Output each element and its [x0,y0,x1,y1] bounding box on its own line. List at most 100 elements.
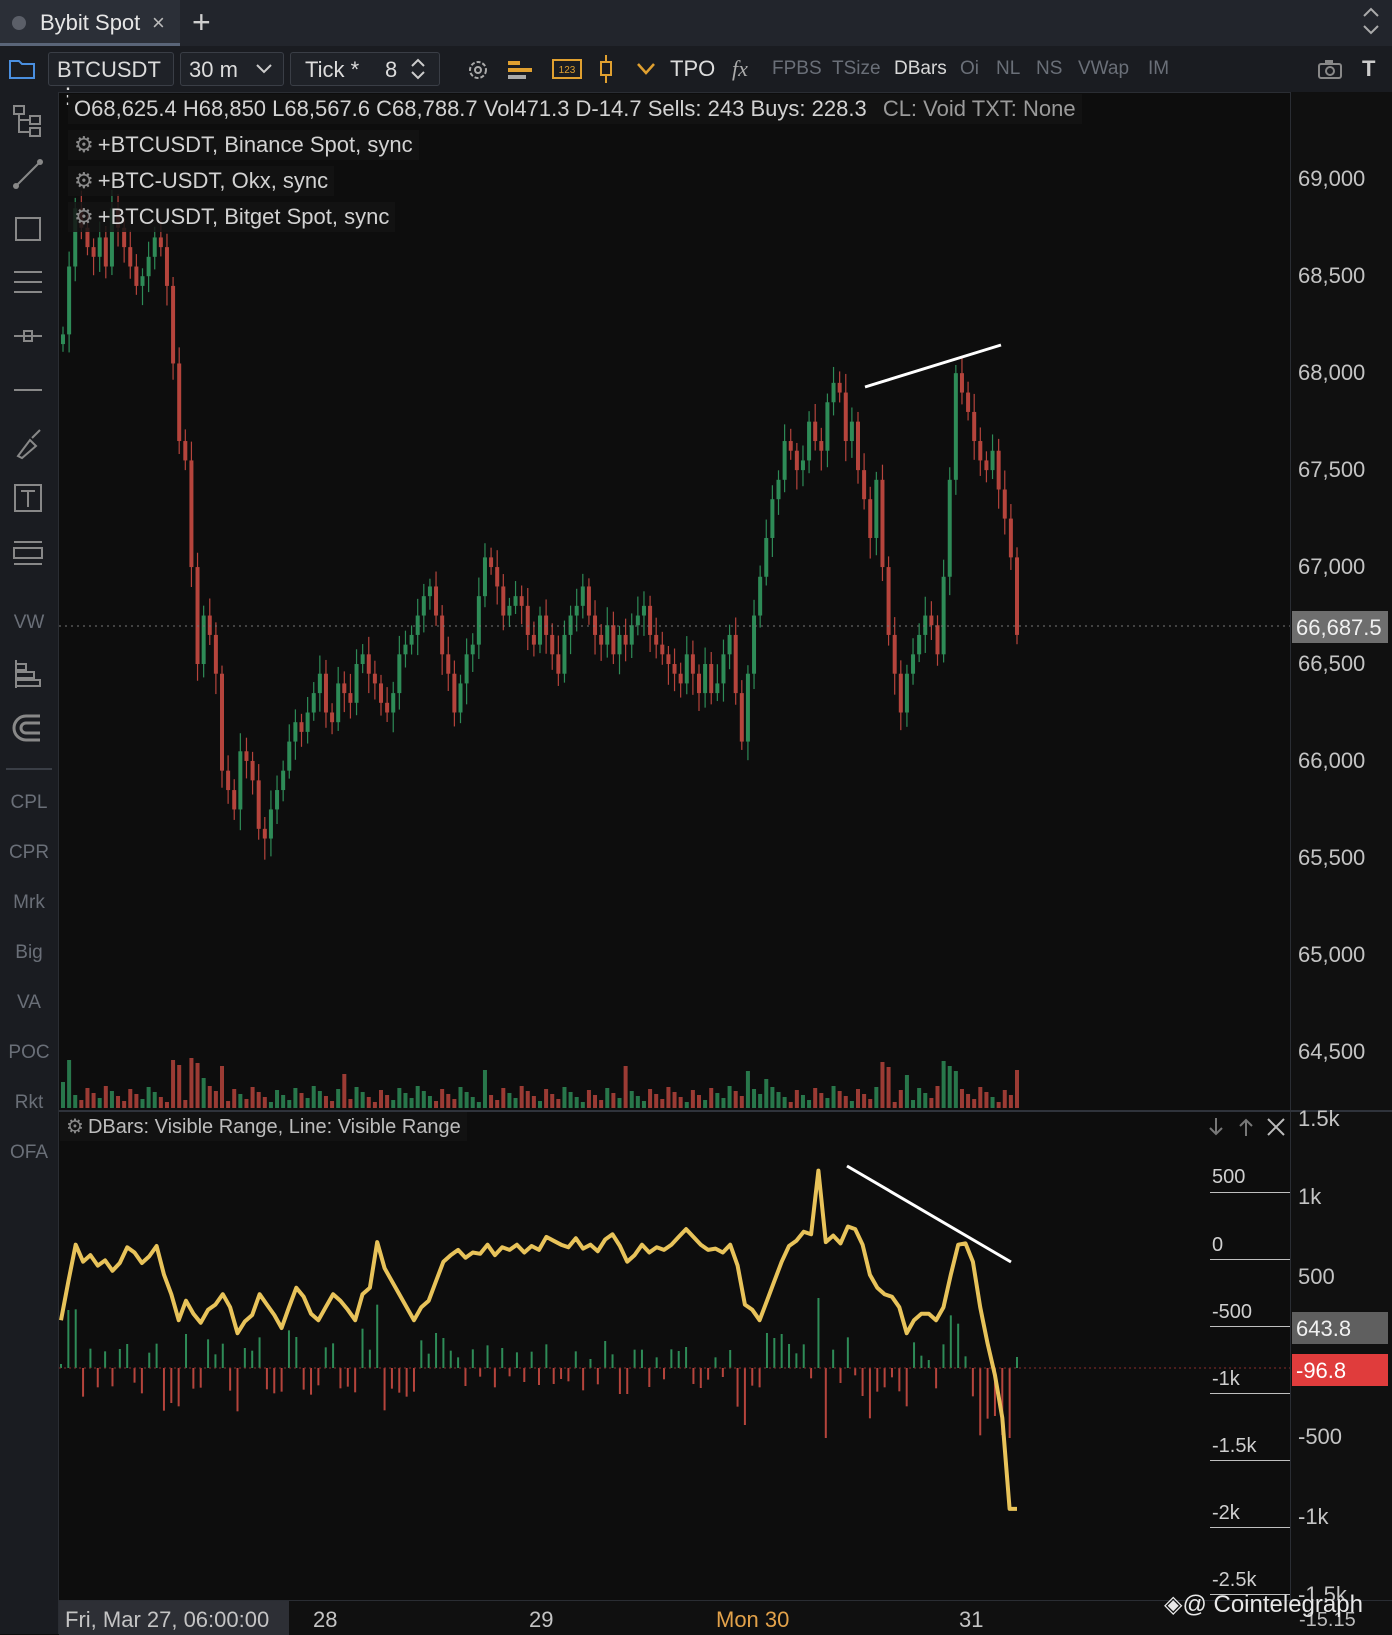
toolbar-im[interactable]: IM [1148,58,1170,79]
tab-bar: Bybit Spot × + [0,0,1392,46]
time-axis[interactable]: Fri, Mar 27, 06:00:00 28 29 Mon 30 31 -1… [59,1600,1392,1635]
candle-style-icon[interactable] [598,54,614,89]
candle-body [391,693,396,713]
trend-line-higher-high[interactable] [864,343,1002,389]
tab-bybit-spot[interactable]: Bybit Spot × [0,0,180,46]
leftbar-rkt[interactable]: Rkt [14,1092,44,1113]
delta-bars-chart[interactable] [59,1112,1290,1600]
tpo-button[interactable]: TPO [670,56,716,81]
leftbar-vw[interactable]: VW [13,612,45,633]
volume-bar [116,1096,121,1108]
delta-bar [258,1337,261,1368]
price-axis[interactable] [1290,92,1392,1602]
delta-bar [493,1368,496,1388]
toolbar-vwap[interactable]: VWap [1078,58,1130,79]
main-price-chart[interactable] [59,92,1290,1110]
toolbar-dbars[interactable]: DBars [894,58,947,79]
delta-bar [251,1350,254,1368]
tab-close-icon[interactable]: × [152,10,165,35]
interval-selector[interactable]: 30 m [180,52,284,86]
candle-body [207,615,212,635]
layout-tree-icon[interactable] [10,102,46,138]
toolbar-tsize[interactable]: TSize [832,58,881,79]
volume-bar [397,1088,402,1108]
toolbar-oi[interactable]: Oi [960,58,979,79]
source-label: +BTC-USDT, Okx, sync [97,168,329,193]
volume-profile-icon[interactable] [506,58,536,87]
delta-bar [82,1368,85,1397]
trend-line-icon[interactable] [10,156,46,192]
delta-bar [552,1368,555,1384]
volume-bar [862,1094,867,1108]
leftbar-cpl[interactable]: CPL [10,792,48,813]
subpane-title[interactable]: ⚙ DBars: Visible Range, Line: Visible Ran… [60,1112,467,1141]
add-tab-button[interactable]: + [192,4,211,40]
candle-body [856,421,860,471]
candle-body [825,402,830,451]
measure-ruler-icon[interactable] [10,534,46,570]
close-pane-icon[interactable] [1267,1118,1285,1136]
candle-body [727,634,732,655]
move-up-icon[interactable] [1239,1118,1253,1136]
trend-line-lower-high[interactable] [846,1164,1012,1264]
delta-bar [861,1368,864,1396]
pane-divider[interactable] [59,1110,1392,1112]
volume-bar [342,1074,347,1108]
delta-bar [398,1368,401,1393]
rectangle-icon[interactable] [10,210,46,246]
folder-icon[interactable] [8,56,36,85]
delta-bar [604,1341,607,1368]
gear-icon[interactable]: ⚙ [66,1116,84,1138]
gear-icon[interactable]: ⚙ [74,168,94,193]
volume-bar [330,1101,335,1108]
delta-bar [60,1364,62,1368]
delta-bar [721,1368,724,1377]
delta-bar [714,1357,717,1368]
source-row[interactable]: ⚙ +BTCUSDT, Binance Spot, sync [68,130,419,160]
toolbar-fpbs[interactable]: FPBS [772,58,822,79]
candle-body [635,615,640,626]
brush-icon[interactable] [10,426,46,462]
settings-gear-icon[interactable] [466,58,490,87]
numbers-icon[interactable]: 123 [552,58,582,85]
candle-body [354,664,359,703]
chevron-down-orange-icon[interactable] [636,62,656,81]
candle-body [140,276,145,286]
delta-bar [243,1348,246,1368]
leftbar-mrk[interactable]: Mrk [13,892,45,913]
fx-icon[interactable]: fx [732,56,748,81]
candle-body [966,392,971,412]
leftbar-big[interactable]: Big [15,942,43,963]
horizontal-line-icon[interactable] [10,372,46,408]
candle-body [898,673,903,713]
gear-icon[interactable]: ⚙ [74,132,94,157]
gear-icon[interactable]: ⚙ [74,204,94,229]
bar-profile-icon[interactable] [10,656,46,692]
leftbar-cpr[interactable]: CPR [8,842,50,863]
tick-selector[interactable]: Tick * 8 [290,52,440,86]
source-row[interactable]: ⚙ +BTC-USDT, Okx, sync [68,166,335,196]
symbol-selector[interactable]: BTCUSDT ⋮ [48,52,174,108]
move-down-icon[interactable] [1209,1118,1223,1136]
volume-bar [250,1087,255,1108]
sells-label: Sells: [647,96,702,121]
leftbar-va[interactable]: VA [17,992,41,1013]
cvd-axis-label: -1.5k [1212,1435,1257,1457]
toolbar-nl[interactable]: NL [996,58,1021,79]
camera-icon[interactable] [1318,58,1342,85]
delta-bar [236,1368,239,1412]
drawing-toolbar: VW CPL CPR Mrk Big VA POC Rkt OFA [0,92,59,1634]
text-tool-button[interactable]: T [1362,56,1376,81]
time-label: 31 [959,1607,984,1632]
toolbar-ns[interactable]: NS [1036,58,1063,79]
leftbar-ofa[interactable]: OFA [9,1142,48,1163]
stepper-icon[interactable] [409,55,427,83]
leftbar-poc[interactable]: POC [8,1042,50,1063]
magnet-icon[interactable] [10,710,46,746]
parallel-lines-icon[interactable] [10,264,46,300]
window-expand-icon[interactable] [1362,6,1380,40]
horizontal-ray-icon[interactable] [10,318,46,354]
source-row[interactable]: ⚙ +BTCUSDT, Bitget Spot, sync [68,202,396,232]
text-box-icon[interactable] [10,480,46,516]
candle-body [122,227,127,248]
